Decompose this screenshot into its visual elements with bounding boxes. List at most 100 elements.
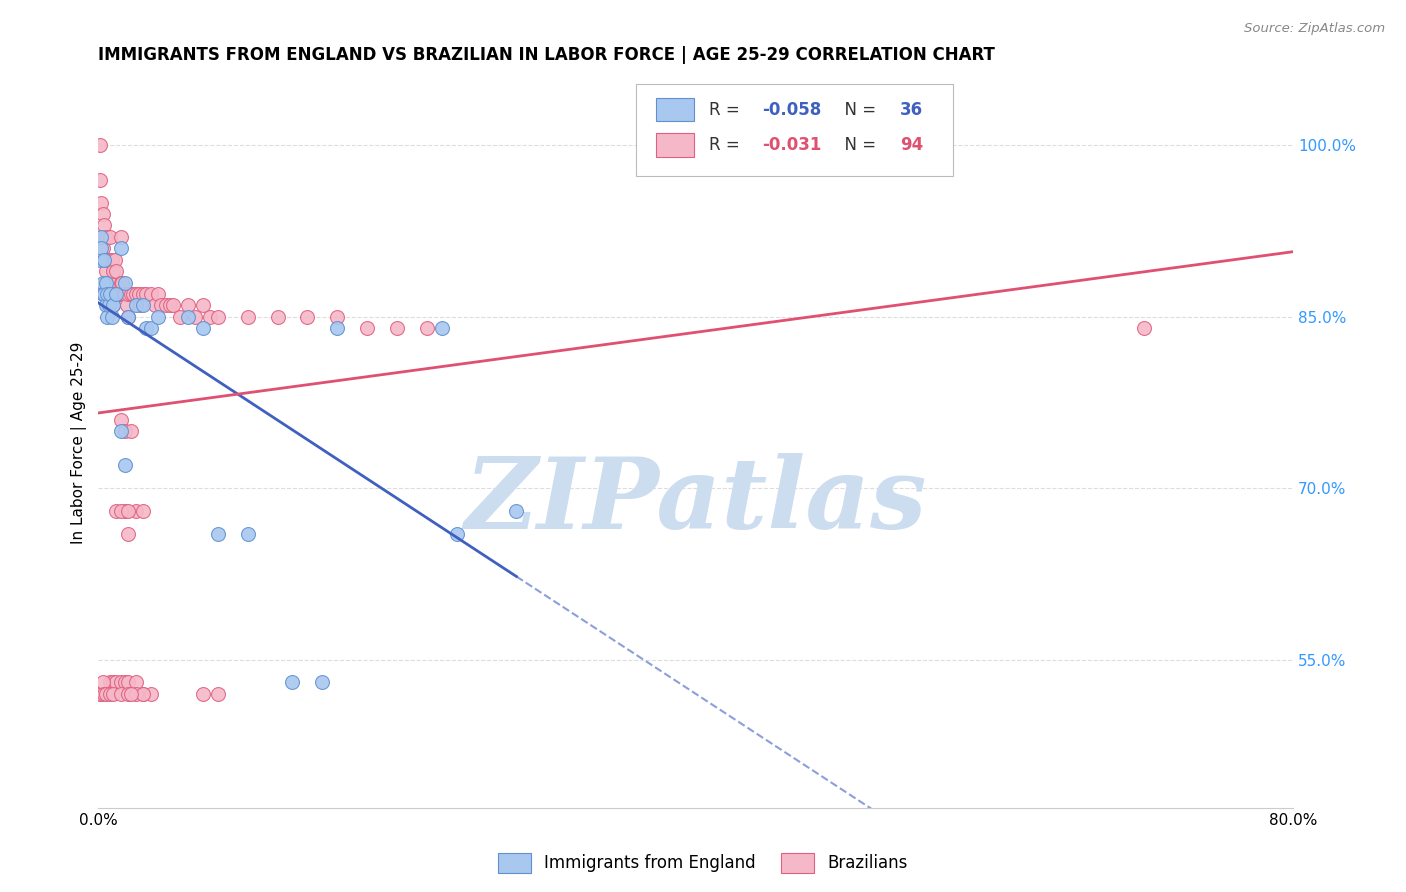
Point [385, 321, 408, 335]
Point [94, 230, 117, 244]
Point [114, 424, 136, 438]
Point [90, 230, 112, 244]
Text: R =: R = [709, 101, 745, 119]
Point [236, 527, 259, 541]
Point [101, 287, 124, 301]
Point [105, 264, 128, 278]
Point [105, 504, 128, 518]
Point [120, 287, 142, 301]
Point [446, 527, 468, 541]
Point [117, 675, 139, 690]
Point [326, 310, 349, 324]
Point [191, 298, 214, 312]
Point [91, 675, 114, 690]
Point [117, 287, 139, 301]
Point [93, 252, 115, 267]
Point [97, 276, 120, 290]
Point [91, 207, 114, 221]
Point [96, 287, 118, 301]
Point [120, 687, 142, 701]
Point [98, 230, 121, 244]
Point [135, 321, 157, 335]
Point [128, 287, 150, 301]
Point [105, 675, 128, 690]
Point [191, 321, 214, 335]
Point [416, 321, 439, 335]
Point [112, 287, 135, 301]
Text: 94: 94 [900, 136, 924, 154]
FancyBboxPatch shape [657, 98, 695, 121]
Point [91, 287, 114, 301]
FancyBboxPatch shape [636, 84, 952, 176]
Point [103, 264, 125, 278]
Point [97, 298, 120, 312]
Point [132, 687, 155, 701]
Point [125, 687, 148, 701]
Point [93, 219, 115, 233]
Text: 36: 36 [900, 101, 924, 119]
Point [98, 675, 121, 690]
Point [120, 424, 142, 438]
Point [110, 675, 132, 690]
Point [89, 252, 111, 267]
Point [104, 287, 127, 301]
Point [132, 504, 155, 518]
Point [177, 298, 200, 312]
Point [93, 252, 115, 267]
Point [94, 298, 117, 312]
Point [110, 230, 132, 244]
Point [114, 458, 136, 473]
Point [91, 276, 114, 290]
Text: R =: R = [709, 136, 745, 154]
Point [132, 687, 155, 701]
Legend: Immigrants from England, Brazilians: Immigrants from England, Brazilians [491, 847, 915, 880]
Point [207, 527, 229, 541]
Point [104, 252, 127, 267]
Text: -0.031: -0.031 [762, 136, 823, 154]
Point [101, 252, 124, 267]
Point [114, 675, 136, 690]
Point [326, 321, 349, 335]
Point [110, 424, 132, 438]
Point [191, 687, 214, 701]
Point [135, 287, 157, 301]
Point [108, 287, 131, 301]
Point [200, 310, 222, 324]
Point [114, 287, 136, 301]
Point [159, 298, 181, 312]
Point [110, 241, 132, 255]
Point [105, 287, 128, 301]
Point [110, 412, 132, 426]
Point [103, 687, 125, 701]
Point [150, 298, 173, 312]
Point [110, 504, 132, 518]
Point [117, 310, 139, 324]
Point [281, 675, 304, 690]
Point [139, 287, 162, 301]
Point [101, 310, 124, 324]
Point [94, 276, 117, 290]
Point [356, 321, 378, 335]
Point [103, 675, 125, 690]
Point [96, 310, 118, 324]
Point [129, 298, 152, 312]
Point [93, 687, 115, 701]
Point [94, 264, 117, 278]
Point [98, 687, 121, 701]
Text: ZIPatlas: ZIPatlas [464, 453, 927, 549]
Point [132, 298, 155, 312]
Point [505, 504, 527, 518]
Point [139, 687, 162, 701]
FancyBboxPatch shape [657, 133, 695, 157]
Point [143, 298, 166, 312]
Point [90, 230, 112, 244]
Point [146, 287, 169, 301]
Point [96, 252, 118, 267]
Point [90, 195, 112, 210]
Point [139, 321, 162, 335]
Point [177, 310, 200, 324]
Point [162, 298, 184, 312]
Point [117, 527, 139, 541]
Point [430, 321, 453, 335]
Point [125, 504, 148, 518]
